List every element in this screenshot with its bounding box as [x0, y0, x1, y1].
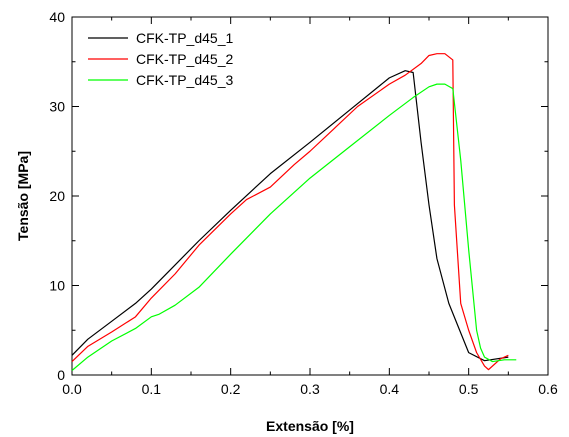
series-line-3 [71, 83, 517, 371]
axis-ticks: 0.0 0.1 0.2 0.3 0.4 0.5 0.6 0 10 20 30 40 [49, 9, 558, 397]
series-line-2 [71, 53, 509, 371]
series-lines [71, 53, 517, 371]
y-axis-label: Tensão [MPa] [15, 151, 31, 241]
y-tick-label: 40 [49, 9, 65, 25]
x-tick-label: 0.4 [380, 381, 400, 397]
y-tick-label: 0 [57, 367, 65, 383]
legend-label: CFK-TP_d45_2 [136, 51, 233, 67]
x-tick-label: 0.5 [459, 381, 479, 397]
legend-label: CFK-TP_d45_3 [136, 72, 233, 88]
x-tick-label: 0.2 [221, 381, 241, 397]
y-tick-label: 10 [49, 278, 65, 294]
y-tick-label: 30 [49, 99, 65, 115]
series-line-1 [71, 70, 509, 362]
legend-label: CFK-TP_d45_1 [136, 30, 233, 46]
x-tick-label: 0.6 [538, 381, 558, 397]
x-tick-label: 0.3 [300, 381, 320, 397]
x-axis-label: Extensão [%] [266, 418, 354, 434]
y-tick-label: 20 [49, 188, 65, 204]
plot-frame [71, 16, 549, 376]
x-tick-label: 0.0 [62, 381, 82, 397]
x-tick-label: 0.1 [142, 381, 162, 397]
legend: CFK-TP_d45_1 CFK-TP_d45_2 CFK-TP_d45_3 [88, 30, 233, 88]
